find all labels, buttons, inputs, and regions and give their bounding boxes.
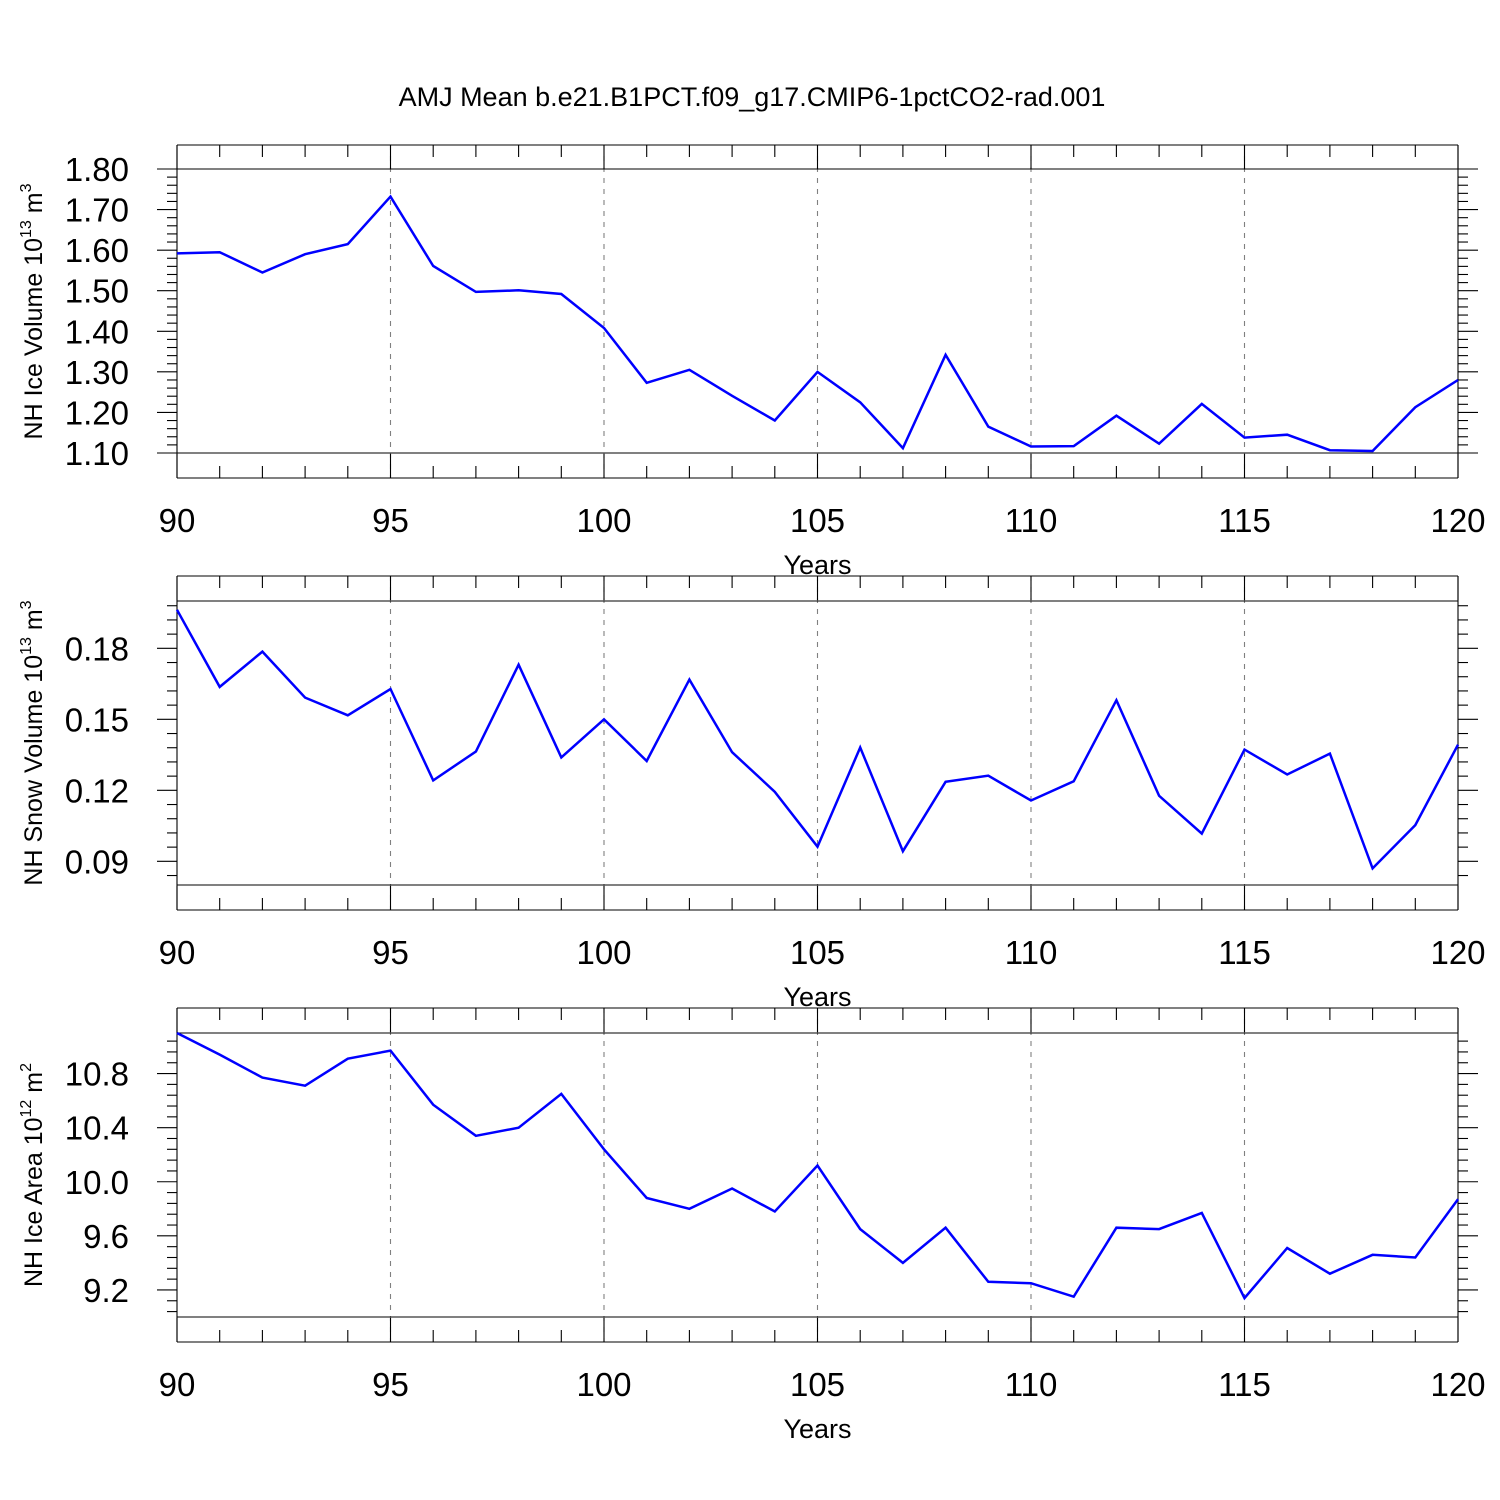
y-tick-label: 1.30 bbox=[65, 354, 129, 391]
series-line bbox=[176, 194, 1459, 453]
y-tick-label: 10.0 bbox=[65, 1164, 129, 1201]
y-tick-label: 10.4 bbox=[65, 1110, 129, 1147]
y-tick-label: 1.70 bbox=[65, 192, 129, 229]
y-axis-label: NH Snow Volume 1013 m3 bbox=[18, 600, 48, 885]
x-tick-label: 120 bbox=[1430, 934, 1485, 971]
y-tick-label: 0.09 bbox=[65, 843, 129, 880]
panel-3: 90 95 100 105 110 115 120 9.2 9.6 10.0 10.4 10.8 Yea… bbox=[18, 1007, 1486, 1444]
x-tick-label: 105 bbox=[790, 934, 845, 971]
x-tick-label: 115 bbox=[1218, 934, 1271, 971]
x-tick-label: 90 bbox=[159, 502, 196, 539]
x-tick-label: 110 bbox=[1005, 934, 1058, 971]
series-line bbox=[175, 609, 1460, 871]
x-tick-label: 100 bbox=[576, 1366, 631, 1403]
panel-1: 90 95 100 105 110 115 120 1.10 1.201.30 1.401.50 1… bbox=[18, 144, 1486, 580]
x-tick-label: 95 bbox=[372, 1366, 409, 1403]
y-axis-label: NH Ice Area 1012 m2 bbox=[18, 1063, 48, 1287]
series-line bbox=[176, 1031, 1460, 1301]
y-tick-label: 9.6 bbox=[83, 1218, 129, 1255]
x-tick-label: 115 bbox=[1218, 1366, 1271, 1403]
x-tick-label: 90 bbox=[159, 934, 196, 971]
x-axis-label: Years bbox=[783, 1414, 851, 1444]
y-tick-label: 1.40 bbox=[65, 313, 129, 350]
y-tick-label: 1.10 bbox=[65, 435, 129, 472]
y-tick-label: 0.15 bbox=[65, 701, 129, 738]
x-tick-label: 120 bbox=[1430, 502, 1485, 539]
x-tick-label: 115 bbox=[1218, 502, 1271, 539]
y-tick-label: 1.20 bbox=[65, 394, 129, 431]
x-tick-label: 100 bbox=[576, 934, 631, 971]
y-tick-label: 9.2 bbox=[83, 1272, 129, 1309]
y-tick-label: 0.12 bbox=[65, 772, 129, 809]
x-tick-label: 110 bbox=[1005, 502, 1058, 539]
x-tick-label: 90 bbox=[159, 1366, 196, 1403]
y-tick-label: 1.50 bbox=[65, 273, 129, 310]
y-tick-label: 1.60 bbox=[65, 232, 129, 269]
x-tick-label: 100 bbox=[576, 502, 631, 539]
y-tick-label: 0.18 bbox=[65, 630, 129, 667]
x-tick-label: 95 bbox=[372, 502, 409, 539]
x-tick-label: 95 bbox=[372, 934, 409, 971]
y-tick-label: 1.80 bbox=[65, 151, 129, 188]
x-axis-label: Years bbox=[783, 982, 851, 1012]
y-axis-label: NH Ice Volume 1013 m3 bbox=[18, 183, 48, 439]
x-tick-label: 120 bbox=[1430, 1366, 1485, 1403]
x-axis-label: Years bbox=[783, 550, 851, 580]
y-tick-label: 10.8 bbox=[65, 1056, 129, 1093]
x-tick-label: 105 bbox=[790, 502, 845, 539]
figure-title: AMJ Mean b.e21.B1PCT.f09_g17.CMIP6-1pctC… bbox=[399, 82, 1106, 112]
panels: 90 95 100 105 110 115 120 1.10 1.201.30 1.401.50 1… bbox=[18, 144, 1486, 1444]
x-tick-label: 110 bbox=[1005, 1366, 1058, 1403]
panel-2: 90 95 100 105 110 115 120 0.09 0.12 0.15 0.18 Years… bbox=[18, 575, 1486, 1012]
x-tick-label: 105 bbox=[790, 1366, 845, 1403]
